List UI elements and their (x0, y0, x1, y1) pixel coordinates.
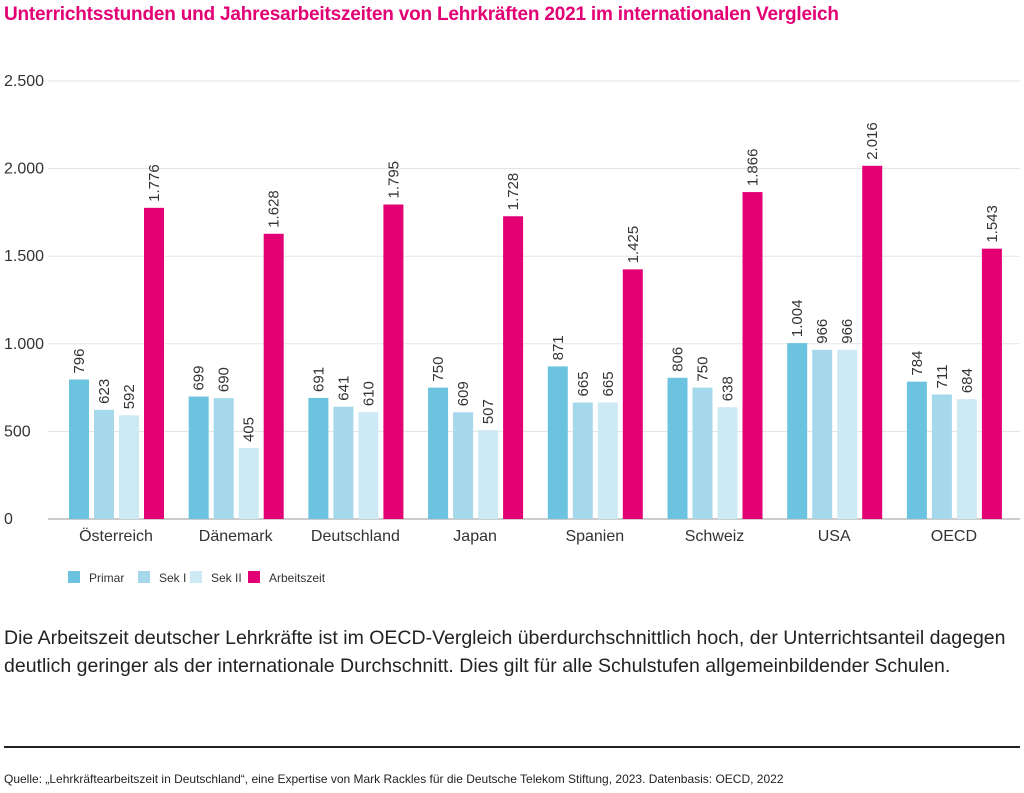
y-tick-label: 2.500 (4, 73, 44, 90)
data-label: 690 (216, 367, 233, 392)
bar-arbeitszeit (981, 248, 1002, 520)
bar-sek-i (213, 398, 234, 519)
data-label: 665 (600, 371, 617, 396)
data-label: 1.004 (789, 300, 806, 338)
description-text: Die Arbeitszeit deutscher Lehrkräfte ist… (4, 627, 1006, 677)
data-label: 691 (310, 367, 327, 392)
data-label: 966 (839, 319, 856, 344)
divider (4, 746, 1020, 748)
legend-swatch (138, 571, 150, 583)
data-label: 610 (360, 381, 377, 406)
data-label: 665 (575, 371, 592, 396)
bar-primar (547, 366, 568, 519)
data-label: 641 (335, 376, 352, 401)
y-tick-label: 0 (4, 511, 13, 528)
legend-label: Arbeitszeit (269, 571, 326, 585)
data-label: 1.728 (505, 173, 522, 211)
bar-sek-ii (478, 430, 499, 519)
bar-sek-i (333, 406, 354, 519)
x-tick-label: Österreich (79, 527, 153, 545)
legend-swatch (190, 571, 202, 583)
data-label: 871 (550, 335, 567, 360)
data-label: 750 (695, 357, 712, 382)
bar-arbeitszeit (383, 204, 404, 520)
data-label: 1.795 (385, 161, 402, 199)
bar-arbeitszeit (503, 216, 524, 519)
x-tick-label: USA (818, 528, 851, 545)
data-label: 507 (480, 399, 497, 424)
bar-sek-ii (956, 399, 977, 519)
bar-arbeitszeit (622, 269, 643, 519)
bar-sek-i (572, 402, 593, 519)
data-label: 699 (191, 366, 208, 391)
data-label: 1.776 (146, 164, 163, 202)
y-tick-label: 1.500 (4, 248, 44, 265)
source-note: Quelle: „Lehrkräftearbeitszeit in Deutsc… (4, 772, 784, 786)
bar-arbeitszeit (144, 207, 164, 520)
bar-primar (787, 343, 808, 519)
bar-sek-ii (597, 402, 618, 519)
bar-primar (308, 397, 329, 519)
data-label: 2.016 (864, 122, 881, 160)
bar-sek-ii (238, 448, 259, 519)
legend-label: Sek II (211, 571, 242, 585)
bar-arbeitszeit (862, 165, 883, 519)
data-label: 1.543 (984, 205, 1001, 243)
chart-title: Unterrichtsstunden und Jahresarbeitszeit… (4, 4, 839, 25)
data-label: 1.628 (266, 190, 283, 228)
x-tick-label: Deutschland (311, 528, 400, 545)
bar-primar (667, 377, 688, 519)
x-tick-label: Japan (453, 528, 497, 545)
x-tick-label: Dänemark (199, 528, 274, 545)
legend-label: Sek I (159, 571, 186, 585)
data-label: 806 (670, 347, 687, 372)
bar-sek-ii (717, 407, 738, 519)
data-label: 796 (71, 349, 88, 374)
data-label: 711 (934, 365, 951, 389)
bar-sek-i (812, 349, 833, 519)
legend-swatch (248, 571, 260, 583)
data-label: 638 (720, 376, 737, 401)
bar-primar (428, 387, 449, 519)
legend-label: Primar (89, 571, 124, 585)
data-label: 784 (909, 351, 926, 376)
data-label: 405 (241, 417, 258, 442)
data-label: 750 (430, 357, 447, 382)
data-label: 609 (455, 381, 472, 406)
bar-sek-i (692, 387, 713, 519)
data-label: 684 (959, 368, 976, 393)
bar-primar (69, 379, 89, 519)
bar-sek-i (931, 394, 952, 519)
x-tick-label: Spanien (565, 528, 624, 545)
y-tick-label: 2.000 (4, 161, 44, 178)
bar-primar (906, 381, 927, 519)
bar-sek-i (453, 412, 474, 519)
data-label: 1.866 (745, 149, 762, 187)
y-tick-label: 500 (4, 423, 31, 440)
x-tick-label: Schweiz (685, 528, 745, 545)
bar-arbeitszeit (742, 192, 763, 520)
bar-sek-ii (119, 415, 139, 519)
data-label: 1.425 (625, 226, 642, 264)
bar-chart: 0 500 1.000 1.500 2.000 2.500 796 623 592 1.776 Ös… (4, 73, 1020, 585)
x-tick-label: OECD (931, 528, 977, 545)
data-label: 592 (121, 384, 138, 409)
y-tick-label: 1.000 (4, 336, 44, 353)
bar-sek-ii (358, 412, 379, 519)
bar-sek-i (94, 409, 114, 519)
bar-primar (188, 396, 209, 519)
legend-swatch (68, 571, 80, 583)
data-label: 623 (96, 379, 113, 404)
data-label: 966 (814, 319, 831, 344)
bar-sek-ii (837, 349, 858, 519)
bar-arbeitszeit (263, 233, 284, 519)
